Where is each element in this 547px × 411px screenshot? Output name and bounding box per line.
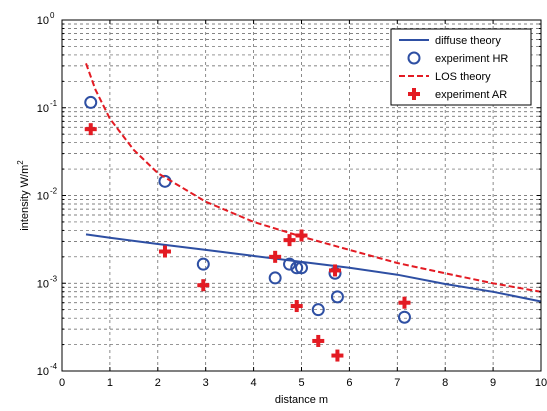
experiment-ar-point [329,264,342,277]
experiment-hr-point [196,257,210,271]
y-tick-label: 10 [37,191,49,203]
x-tick-label: 9 [490,377,496,389]
experiment-ar-point [312,334,325,347]
experiment-ar-point [269,250,282,263]
legend-label-los-theory: LOS theory [435,71,491,83]
y-tick-label-exponent: -1 [50,99,58,108]
legend-swatch-experiment-hr [407,51,421,65]
y-tick-label-exponent: 0 [50,11,55,20]
experiment-hr-point [84,95,98,109]
y-tick-label-exponent: -4 [50,362,58,371]
experiment-hr-point [290,261,304,275]
experiment-ar-point [84,123,97,136]
series-layer [84,63,542,362]
experiment-ar-point [398,296,411,309]
grid-layer [62,20,541,371]
x-tick-label: 5 [298,377,304,389]
y-tick-label-exponent: -3 [50,274,58,283]
x-tick-label: 7 [394,377,400,389]
y-tick-label: 10 [37,278,49,290]
x-tick-label: 0 [59,377,65,389]
x-tick-label: 2 [155,377,161,389]
y-tick-label: 10 [37,103,49,115]
experiment-ar-point [283,234,296,247]
legend-swatch-experiment-ar [408,88,420,100]
x-tick-label: 1 [107,377,113,389]
experiment-ar-point [290,300,303,313]
experiment-hr-point [330,290,344,304]
experiment-ar-point [158,245,171,258]
y-tick-label: 10 [37,366,49,378]
experiment-ar-point [331,349,344,362]
x-tick-label: 8 [442,377,448,389]
experiment-hr-point [311,303,325,317]
experiment-hr-point [268,271,282,285]
legend-label-experiment-hr: experiment HR [435,53,508,65]
experiment-hr-point [283,257,297,271]
legend-label-diffuse-theory: diffuse theory [435,35,501,47]
y-axis-label: intensity W/m2 [16,160,31,231]
x-tick-label: 3 [203,377,209,389]
experiment-ar-point [295,229,308,242]
legend: diffuse theory experiment HR LOS theory exp… [390,28,532,106]
x-tick-label: 6 [346,377,352,389]
y-tick-label-exponent: -2 [50,187,58,196]
tick-layer [61,19,542,372]
x-tick-label: 4 [251,377,257,389]
experiment-ar-point [197,279,210,292]
x-axis-label: distance m [275,394,328,406]
experiment-hr-point [295,261,308,275]
x-tick-label: 10 [535,377,547,389]
legend-label-experiment-ar: experiment AR [435,89,507,101]
y-tick-label: 10 [37,15,49,27]
experiment-hr-point [397,310,411,324]
